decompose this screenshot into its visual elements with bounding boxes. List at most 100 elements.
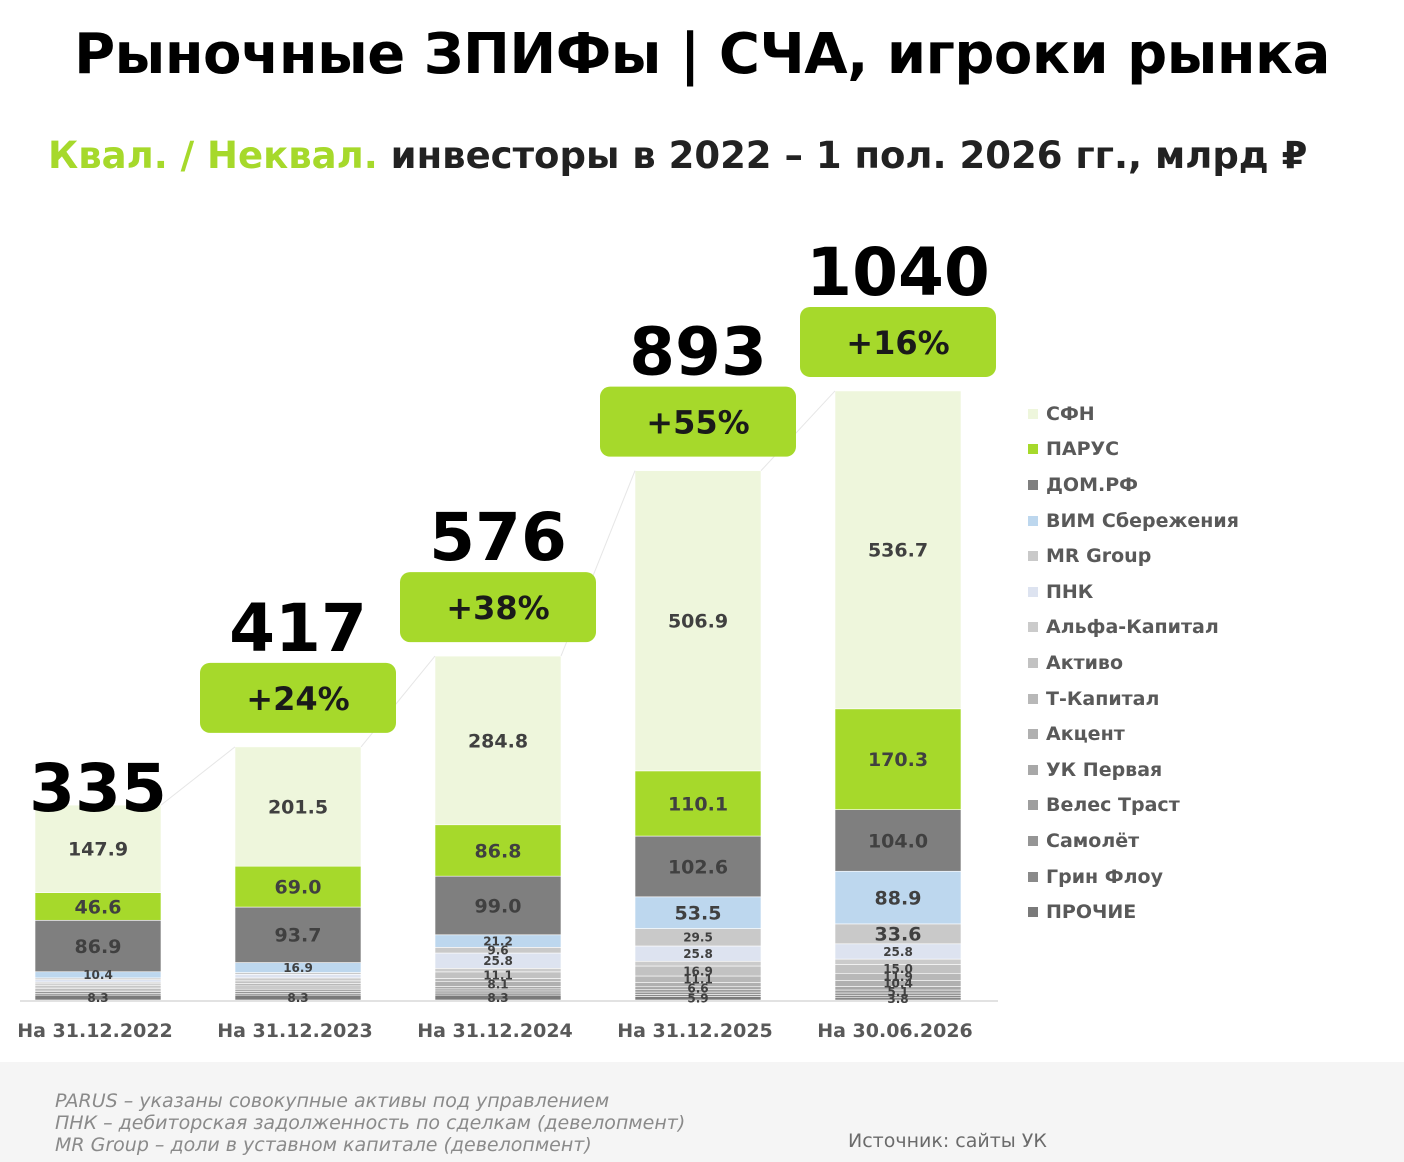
legend-item: ДОМ.РФ (1028, 467, 1239, 503)
legend-label: ПАРУС (1046, 438, 1120, 461)
bar-value-label: 11.9 (883, 970, 913, 984)
legend-swatch (1028, 729, 1038, 740)
legend-item: Т-Капитал (1028, 681, 1239, 717)
stacked-bar-chart: 8.3 10.4 86.9 46.6 147.9 На 31.12.2022 335 8.3 1… (17, 234, 998, 1042)
bar-value-label: 86.8 (475, 840, 522, 862)
legend-label: СФН (1046, 402, 1095, 425)
legend-swatch (1028, 408, 1038, 419)
connector-line (760, 390, 836, 472)
x-tick-label: На 31.12.2025 (617, 1020, 773, 1042)
legend-label: Грин Флоу (1046, 865, 1163, 888)
subtitle-rest: инвесторы в 2022 – 1 пол. 2026 гг., млрд… (377, 134, 1308, 177)
bar-value-label: 11.1 (483, 968, 513, 982)
bar-segment-3-13 (634, 770, 762, 837)
bar-segment-2-12 (434, 875, 562, 936)
chart-subtitle: Квал. / Неквал. инвесторы в 2022 – 1 пол… (48, 134, 1307, 177)
bar-segment-1-5 (234, 985, 362, 989)
bar-value-label: 10.4 (883, 977, 913, 991)
bar-value-label: 506.9 (668, 611, 728, 633)
legend-item: УК Первая (1028, 752, 1239, 788)
legend-item: Альфа-Капитал (1028, 610, 1239, 646)
page-title: Рыночные ЗПИФы | СЧА, игроки рынка (74, 22, 1330, 87)
legend-label: Акцент (1046, 723, 1125, 746)
x-tick-label: На 31.12.2024 (417, 1020, 573, 1042)
bar-value-label: 46.6 (75, 896, 122, 918)
legend-swatch (1028, 444, 1038, 455)
bar-segment-1-7 (234, 980, 362, 984)
legend-item: ВИМ Сбережения (1028, 503, 1239, 539)
x-tick-label: На 31.12.2022 (17, 1020, 173, 1042)
growth-badge (200, 662, 396, 733)
legend-label: ПНК (1046, 580, 1094, 603)
footnotes: PARUS – указаны совокупные активы под уп… (55, 1090, 685, 1156)
bar-value-label: 536.7 (868, 540, 928, 562)
legend-swatch (1028, 764, 1038, 775)
footnote-mr-group: MR Group – доли в уставном капитале (дев… (55, 1134, 592, 1156)
bar-value-label: 8.3 (287, 991, 308, 1005)
bar-total-label: 1040 (806, 234, 990, 311)
legend-item: Грин Флоу (1028, 859, 1239, 895)
x-tick-label: На 31.12.2023 (217, 1020, 373, 1042)
legend-label: Велес Траст (1046, 794, 1180, 817)
source-note: Источник: сайты УК (848, 1130, 1047, 1152)
legend-item: Велес Траст (1028, 788, 1239, 824)
bar-value-label: 8.3 (487, 991, 508, 1005)
bar-value-label: 284.8 (468, 730, 528, 752)
bar-segment-2-13 (434, 824, 562, 877)
growth-badge (400, 572, 596, 643)
legend-swatch (1028, 551, 1038, 562)
bar-value-label: 25.8 (883, 945, 913, 959)
bar-segment-1-8 (234, 977, 362, 982)
legend-item: MR Group (1028, 538, 1239, 574)
legend-label: MR Group (1046, 545, 1152, 568)
bar-value-label: 8.1 (487, 977, 508, 991)
bar-value-label: 10.4 (83, 968, 113, 982)
legend-label: Самолёт (1046, 829, 1140, 852)
legend-swatch (1028, 515, 1038, 526)
bar-total-label: 335 (29, 750, 167, 827)
bar-value-label: 86.9 (75, 936, 122, 958)
bar-value-label: 5.1 (887, 985, 908, 999)
bar-value-label: 93.7 (275, 925, 322, 947)
bar-value-label: 9.6 (487, 944, 508, 958)
bar-total-label: 417 (229, 590, 367, 667)
bar-value-label: 21.2 (483, 934, 513, 948)
bar-segment-3-12 (634, 835, 762, 898)
bar-segment-3-14 (634, 470, 762, 772)
legend-label: Т-Капитал (1046, 687, 1160, 710)
bar-segment-0-13 (34, 892, 162, 921)
bar-value-label: 8.3 (87, 991, 108, 1005)
bar-value-label: 5.9 (687, 992, 708, 1006)
bar-value-label: 102.6 (668, 856, 728, 878)
legend-item: ПНК (1028, 574, 1239, 610)
bar-value-label: 25.8 (483, 954, 513, 968)
legend-swatch (1028, 800, 1038, 811)
bar-value-label: 104.0 (868, 830, 928, 852)
bar-value-label: 3.8 (887, 992, 908, 1006)
bar-value-label: 6.6 (687, 982, 708, 996)
growth-badge-label: +55% (646, 404, 749, 442)
legend-label: ПРОЧИЕ (1046, 901, 1137, 924)
connector-line (160, 746, 236, 806)
bar-segment-0-12 (34, 919, 162, 973)
bar-value-label: 147.9 (68, 839, 128, 861)
bar-value-label: 16.9 (683, 964, 713, 978)
legend-item: Активо (1028, 645, 1239, 681)
bar-value-label: 29.5 (683, 931, 713, 945)
footnote-parus: PARUS – указаны совокупные активы под уп… (55, 1090, 610, 1112)
legend-swatch (1028, 835, 1038, 846)
legend-item: Акцент (1028, 716, 1239, 752)
legend-item: Самолёт (1028, 823, 1239, 859)
bar-value-label: 53.5 (675, 903, 722, 925)
legend-label: Активо (1046, 651, 1124, 674)
bar-segment-2-14 (434, 655, 562, 826)
growth-badge-label: +16% (846, 324, 949, 362)
bar-value-label: 33.6 (875, 924, 922, 946)
subtitle-highlight: Квал. / Неквал. (48, 134, 378, 177)
bar-value-label: 69.0 (275, 876, 322, 898)
chart-legend: СФН ПАРУС ДОМ.РФ ВИМ Сбережения MR Group ПНК А… (1028, 396, 1239, 930)
legend-swatch (1028, 657, 1038, 668)
growth-badge-label: +38% (446, 589, 549, 627)
bar-segment-1-14 (234, 746, 362, 867)
legend-item: ПАРУС (1028, 432, 1239, 468)
